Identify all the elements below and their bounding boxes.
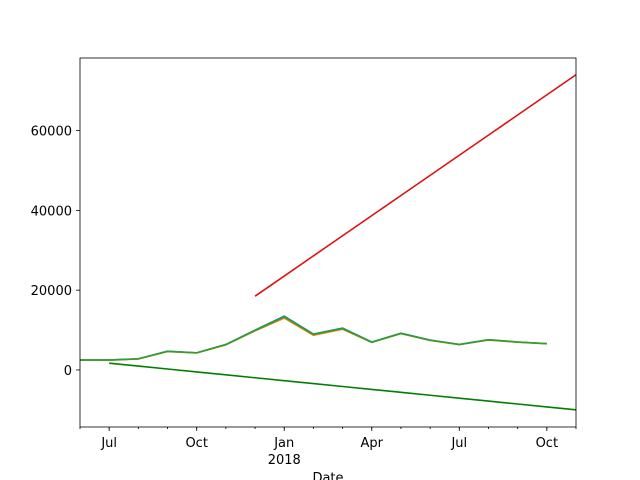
series-line <box>109 362 577 411</box>
x-year-label: 2018 <box>268 453 301 468</box>
plot-frame <box>79 57 577 428</box>
series-line <box>80 315 547 361</box>
y-tick-label: 40000 <box>31 204 72 219</box>
x-tick-label: Apr <box>361 436 384 451</box>
x-tick-label: Oct <box>185 436 207 451</box>
y-tick-label: 20000 <box>31 284 72 299</box>
y-tick-label: 60000 <box>31 125 72 140</box>
x-axis-label: Date <box>312 471 343 480</box>
series-line <box>254 74 577 297</box>
x-tick-label: Jan <box>273 436 294 451</box>
x-tick-label: Oct <box>536 436 558 451</box>
x-tick-label: Jul <box>100 436 117 451</box>
series-line <box>80 315 547 361</box>
series-line <box>80 317 547 361</box>
x-tick-label: Jul <box>450 436 467 451</box>
y-tick-label: 0 <box>64 364 72 379</box>
